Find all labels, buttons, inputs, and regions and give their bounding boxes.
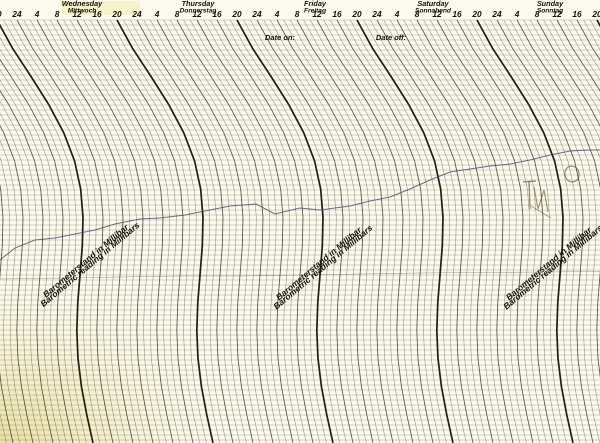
svg-text:Freitag: Freitag — [304, 7, 326, 14]
svg-text:24: 24 — [251, 9, 262, 19]
svg-text:8: 8 — [55, 9, 60, 19]
svg-text:16: 16 — [572, 9, 582, 19]
svg-text:20: 20 — [591, 9, 600, 19]
svg-text:24: 24 — [11, 9, 22, 19]
svg-text:24: 24 — [371, 9, 382, 19]
svg-text:Mittwoch: Mittwoch — [68, 7, 97, 14]
svg-text:Sonnabend: Sonnabend — [415, 7, 452, 14]
svg-text:16: 16 — [332, 9, 342, 19]
svg-text:8: 8 — [295, 9, 300, 19]
svg-text:4: 4 — [514, 9, 520, 19]
svg-text:4: 4 — [34, 9, 40, 19]
svg-text:24: 24 — [491, 9, 502, 19]
svg-text:Date on:: Date on: — [265, 33, 296, 42]
svg-text:4: 4 — [154, 9, 160, 19]
svg-text:20: 20 — [111, 9, 122, 19]
svg-text:Date off:: Date off: — [376, 33, 407, 42]
svg-text:20: 20 — [231, 9, 242, 19]
svg-text:Donnerstag: Donnerstag — [180, 7, 217, 14]
svg-text:24: 24 — [131, 9, 142, 19]
svg-text:4: 4 — [274, 9, 280, 19]
svg-text:Sonntag: Sonntag — [537, 7, 563, 14]
svg-text:20: 20 — [471, 9, 482, 19]
svg-text:16: 16 — [452, 9, 462, 19]
svg-text:4: 4 — [394, 9, 400, 19]
svg-text:20: 20 — [351, 9, 362, 19]
